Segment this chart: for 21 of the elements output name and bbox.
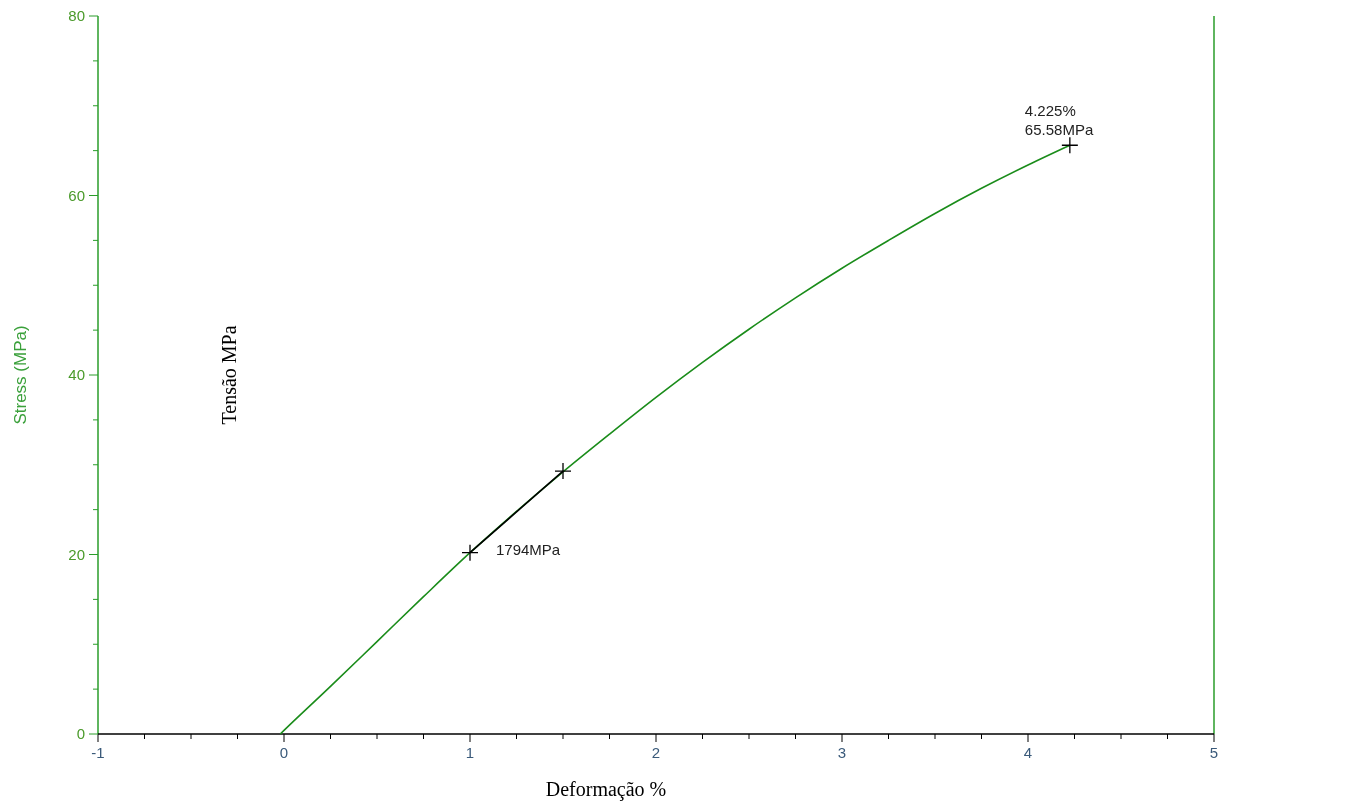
x-tick-label: 2 [651,744,661,761]
x-tick-label: 5 [1209,744,1219,761]
point [461,544,479,562]
y-axis-title: Stress (MPa) [11,325,30,425]
y-tick-label: 60 [68,186,85,204]
x-tick-label: 3 [837,744,847,761]
y-tick-label: 40 [68,366,85,383]
x-tick-label: -1 [91,744,105,761]
y-tick-label: 20 [68,545,85,563]
point [1061,136,1079,154]
annotation: Tensão MPa [218,325,240,425]
annotation: 1794MPa [496,540,561,558]
x-tick-label: 0 [279,744,289,761]
annotation: 4.225% 65.58MPa [1024,102,1094,139]
x-axis-title: Deformação % [545,778,667,801]
y-tick-label: 0 [76,725,85,742]
x-tick-label: 1 [465,744,475,761]
y-tick-label: 80 [68,7,85,24]
x-tick-label: 4 [1023,744,1033,761]
point [554,462,572,480]
line-series [279,144,1071,735]
